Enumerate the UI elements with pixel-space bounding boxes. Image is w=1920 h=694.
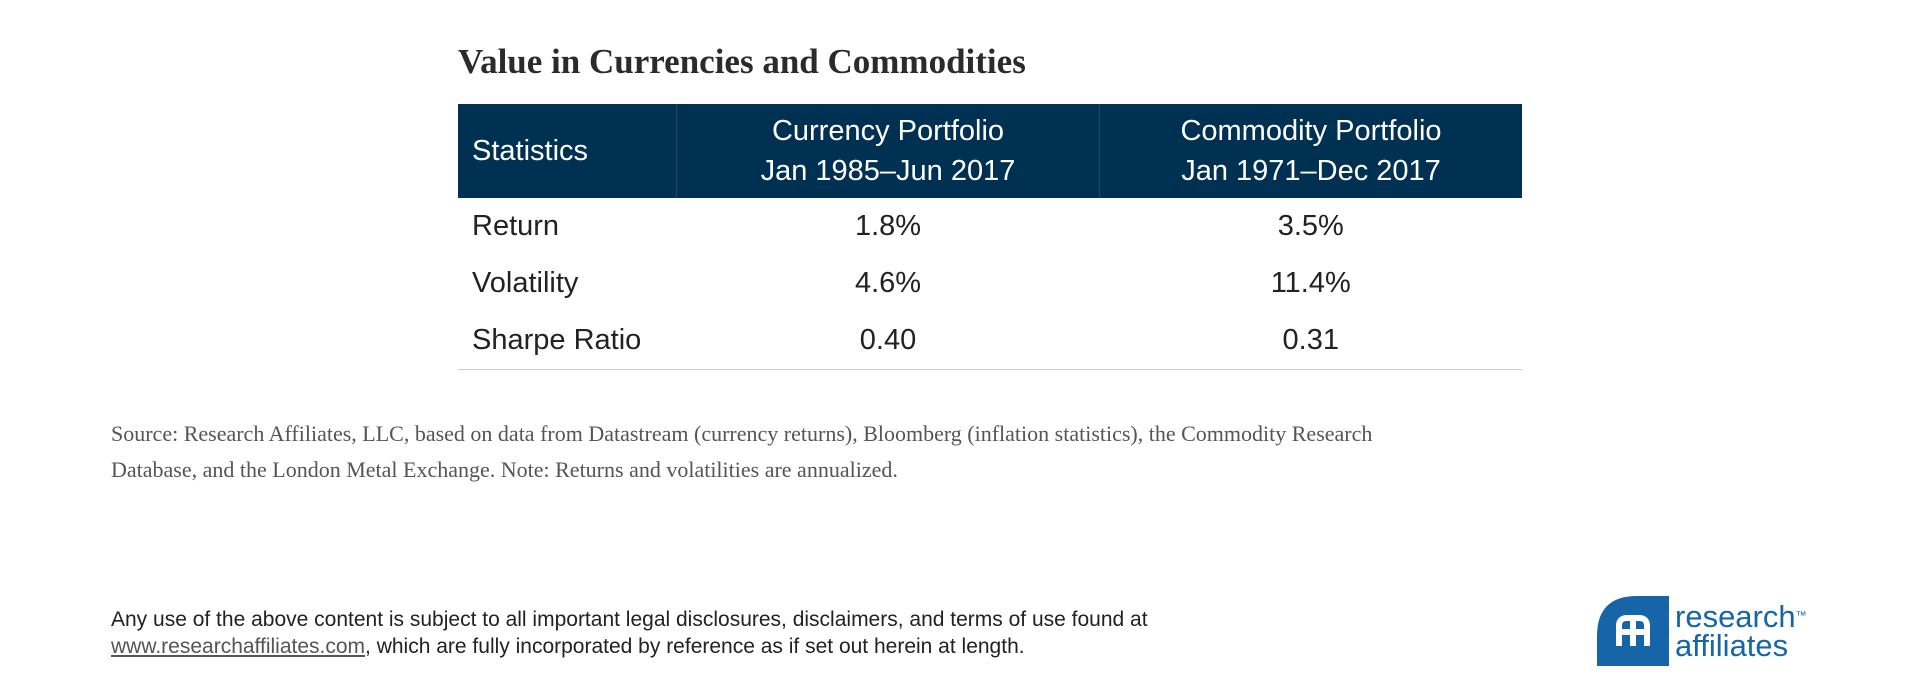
logo-word: research (1675, 599, 1796, 634)
table-cell: Return (472, 210, 560, 242)
table-cell: Sharpe Ratio (458, 312, 677, 370)
disclaimer-text: , which are fully incorporated by refere… (365, 635, 1025, 658)
table-cell: 11.4% (1270, 267, 1351, 299)
table-cell: 3.5% (1277, 210, 1344, 242)
table-row: Return 1.8% 3.5% (458, 198, 1522, 255)
header-line: Statistics (472, 135, 589, 167)
disclaimer-line: Any use of the above content is subject … (111, 608, 1148, 631)
source-note: Source: Research Affiliates, LLC, based … (111, 416, 1372, 488)
stats-table: Statistics Currency Portfolio Jan 1985–Jun… (458, 104, 1522, 370)
header-line: Jan 1985–Jun 2017 (760, 155, 1016, 187)
header-cell: Currency Portfolio Jan 1985–Jun 2017 (676, 104, 1100, 198)
logo-icon (1597, 596, 1669, 666)
logo-text: research™ affiliates (1675, 599, 1807, 663)
disclaimer: Any use of the above content is subject … (111, 606, 1148, 660)
table-cell: 1.8% (854, 210, 922, 242)
source-line: Database, and the London Metal Exchange.… (111, 457, 898, 482)
table-cell: 4.6% (854, 267, 922, 299)
header-cell: Commodity Portfolio Jan 1971–Dec 2017 (1099, 104, 1522, 198)
header-line: Commodity Portfolio (1180, 115, 1442, 147)
header-line: Jan 1971–Dec 2017 (1181, 155, 1441, 187)
table-row: Sharpe Ratio 0.40 0.31 (458, 312, 1522, 370)
title: Value in Currencies and Commodities (458, 42, 1026, 81)
header-line: Currency Portfolio (771, 115, 1005, 147)
website-link[interactable]: www.researchaffiliates.com (111, 635, 366, 658)
table-cell: 0.31 (1099, 312, 1522, 370)
header-cell: Statistics (458, 104, 677, 198)
header-row: Statistics Currency Portfolio Jan 1985–Jun… (458, 104, 1522, 198)
logo-word: affiliates (1675, 628, 1789, 663)
table-body: Return 1.8% 3.5% Volatility 4.6% 11.4% Sharpe … (458, 198, 1522, 370)
trademark: ™ (1795, 610, 1807, 622)
table-row: Volatility 4.6% 11.4% (458, 255, 1522, 312)
table-cell: 0.40 (676, 312, 1100, 370)
disclaimer-line: www.researchaffiliates.com, which are fu… (111, 633, 1148, 660)
source-line: Source: Research Affiliates, LLC, based … (111, 421, 1373, 446)
table-cell: Volatility (472, 267, 579, 299)
